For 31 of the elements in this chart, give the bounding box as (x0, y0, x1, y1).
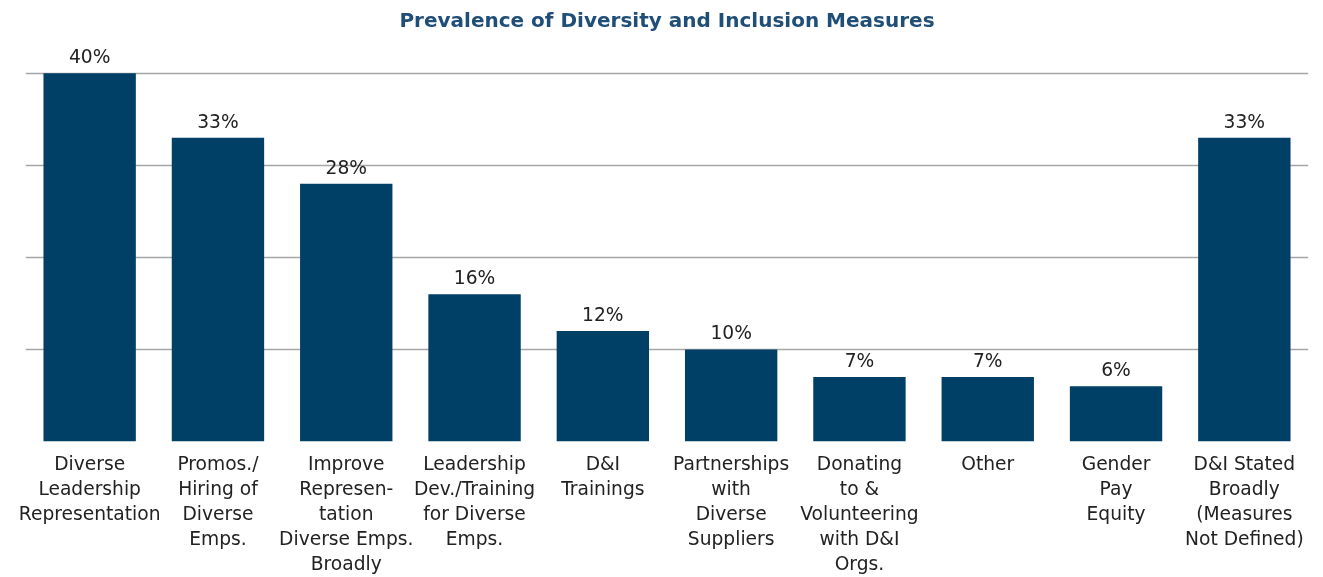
bar (300, 183, 393, 442)
bar (813, 377, 906, 442)
data-label: 28% (325, 156, 367, 178)
bar (171, 137, 265, 442)
x-tick-label: Improve Represen- tation Diverse Emps. Broadly (279, 452, 414, 575)
x-tick-label: D&I Trainings (560, 452, 645, 499)
x-tick-label: D&I Stated Broadly (Measures Not Defined) (1185, 452, 1304, 550)
data-label: 7% (844, 350, 875, 372)
bar (428, 294, 521, 442)
data-label: 10% (710, 322, 752, 344)
x-tick-label: Diverse Leadership Representation (18, 452, 161, 524)
bar (941, 377, 1034, 442)
x-tick-label: Partnerships with Diverse Suppliers (673, 452, 790, 550)
bar (556, 331, 650, 442)
bar (684, 349, 778, 442)
data-label: 7% (972, 350, 1003, 372)
x-tick-label: Other (961, 452, 1015, 474)
data-label: 6% (1101, 359, 1131, 381)
bar (43, 73, 136, 442)
bar (1069, 386, 1163, 442)
x-tick-label: Gender Pay Equity (1081, 452, 1151, 524)
chart-title: Prevalence of Diversity and Inclusion Measures (399, 7, 935, 32)
x-tick-label: Donating to & Volunteering with D&I Orgs. (800, 452, 919, 575)
bar (1198, 137, 1291, 442)
x-tick-label: Promos./ Hiring of Diverse Emps. (177, 452, 260, 550)
data-label: 33% (1223, 110, 1266, 132)
data-label: 33% (197, 110, 239, 132)
data-label: 16% (453, 267, 496, 289)
x-tick-label: Leadership Dev./Training for Diverse Emps. (413, 452, 536, 550)
data-label: 12% (582, 304, 624, 326)
data-label: 40% (68, 46, 111, 68)
